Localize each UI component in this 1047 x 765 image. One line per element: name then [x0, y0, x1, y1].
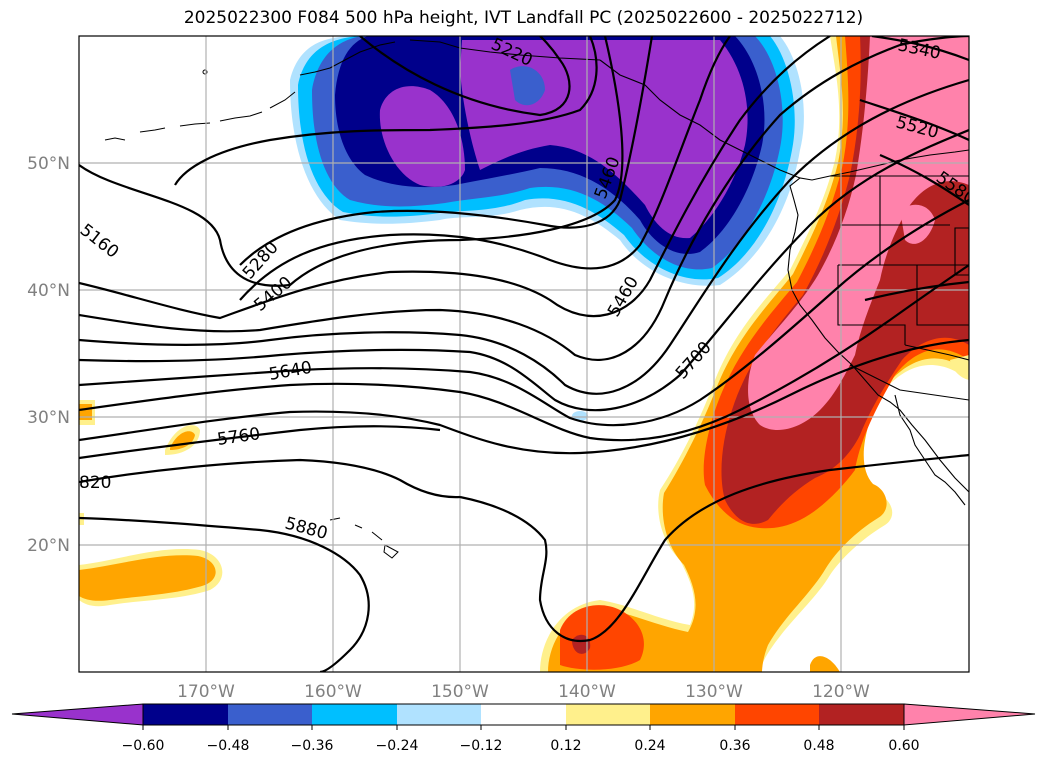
colorbar-tick-label: 0.48 — [803, 738, 834, 754]
colorbar-segment — [397, 704, 481, 725]
colorbar-segment — [566, 704, 650, 725]
lon-label-170w: 170°W — [177, 682, 235, 702]
lat-label-30: 30°N — [27, 408, 70, 428]
colorbar-tick-label: 0.60 — [888, 738, 919, 754]
colorbar-tick-label: −0.36 — [291, 738, 334, 754]
lon-label-150w: 150°W — [431, 682, 489, 702]
colorbar-segment — [312, 704, 397, 725]
colorbar-tick-label: 0.12 — [550, 738, 581, 754]
lat-label-50: 50°N — [27, 154, 70, 174]
lat-label-20: 20°N — [27, 536, 70, 556]
colorbar: −0.60 −0.48 −0.36 −0.24 −0.12 0.12 0.24 … — [11, 703, 1036, 754]
islands — [104, 69, 399, 559]
colorbar-tick-label: −0.24 — [376, 738, 419, 754]
map-frame — [78, 35, 970, 673]
lon-label-130w: 130°W — [685, 682, 743, 702]
colorbar-tick-label: 0.36 — [719, 738, 750, 754]
colorbar-tick-label: 0.24 — [634, 738, 665, 754]
negative-ivt-shading — [290, 36, 804, 421]
map-title: 2025022300 F084 500 hPa height, IVT Land… — [183, 8, 864, 28]
colorbar-segment — [481, 704, 566, 725]
height-contours — [79, 36, 969, 672]
colorbar-segment — [228, 704, 312, 725]
map-area: 5220 5340 5520 5580 5160 5280 5400 5460 … — [79, 36, 969, 672]
longitude-labels: 170°W 160°W 150°W 140°W 130°W 120°W — [177, 682, 870, 702]
colorbar-extend-low — [11, 703, 144, 726]
latitude-labels: 50°N 40°N 30°N 20°N — [27, 154, 70, 556]
colorbar-extend-high — [903, 703, 1036, 726]
lon-label-160w: 160°W — [304, 682, 362, 702]
colorbar-segment — [143, 704, 228, 725]
colorbar-segment — [819, 704, 904, 725]
colorbar-tick-label: −0.60 — [122, 738, 165, 754]
lon-label-120w: 120°W — [812, 682, 870, 702]
colorbar-segment — [735, 704, 819, 725]
colorbar-segment — [650, 704, 735, 725]
colorbar-tick-label: −0.48 — [207, 738, 250, 754]
graticule — [79, 36, 969, 672]
lon-label-140w: 140°W — [558, 682, 616, 702]
colorbar-frame — [142, 703, 905, 726]
contour-label: 820 — [79, 473, 111, 493]
colorbar-tick-label: −0.12 — [460, 738, 503, 754]
lat-label-40: 40°N — [27, 281, 70, 301]
